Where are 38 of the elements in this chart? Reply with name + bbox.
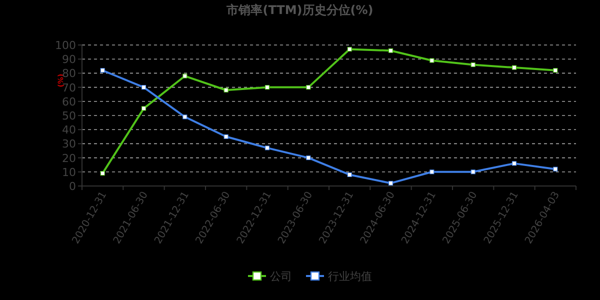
point [430,170,434,174]
point [512,65,517,70]
y-tick-label: 100 [55,39,76,52]
point [100,68,105,73]
point [388,48,394,53]
point [141,85,146,90]
point [306,85,311,90]
y-tick-label: 90 [62,53,76,66]
y-tick-label: 20 [62,152,76,165]
point [306,156,311,160]
point [224,134,228,139]
point [430,58,434,63]
y-tick-label: 10 [62,166,76,179]
point [512,161,517,166]
point [388,180,394,186]
point [100,171,105,176]
chart-title: 市销率(TTM)历史分位(%) [226,3,374,17]
legend-label: 公司 [270,270,292,283]
legend-label: 行业均值 [328,270,372,283]
point [553,68,558,73]
point [224,88,228,92]
y-tick-label: 40 [62,124,76,137]
point [347,172,352,178]
y-tick-label: 70 [62,81,76,94]
point [182,74,188,78]
y-tick-label: 0 [69,180,76,193]
y-tick-label: 50 [62,110,76,122]
point [470,62,476,68]
y-tick-label: 80 [62,67,76,80]
point [470,170,476,174]
y-tick-label: 30 [62,138,76,151]
y-tick-label: 60 [62,95,76,108]
point [347,46,352,52]
point [553,166,558,172]
point [141,106,146,111]
point [264,85,270,90]
point [182,114,188,120]
point [264,146,270,150]
